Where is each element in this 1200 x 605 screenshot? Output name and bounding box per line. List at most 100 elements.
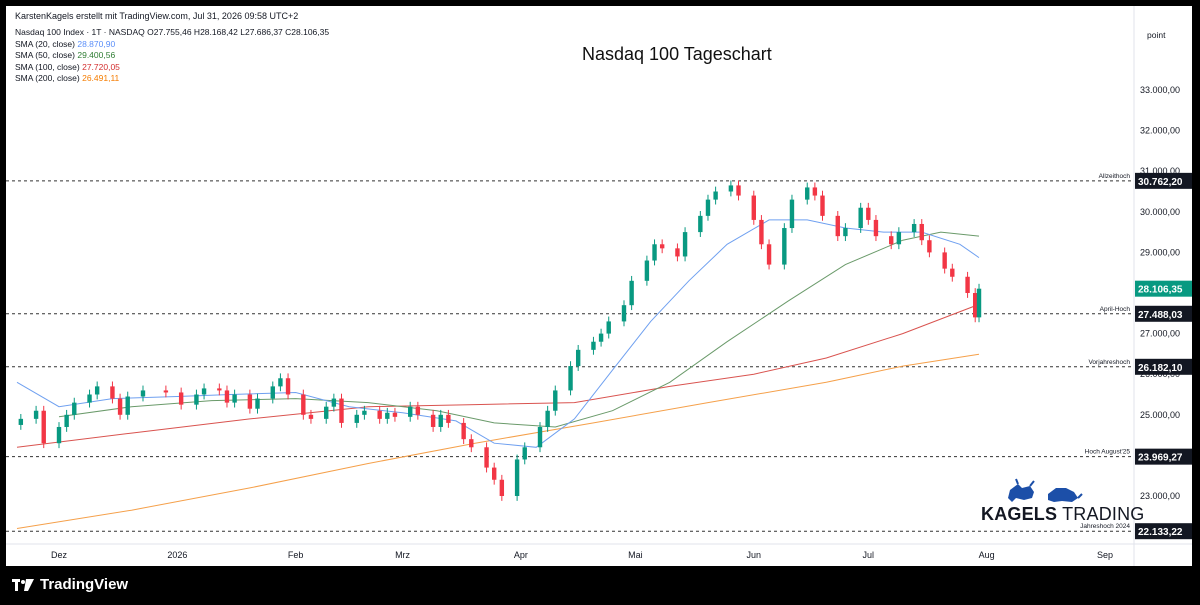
x-tick-label: Jun [747,550,762,560]
candle-body [87,394,92,403]
candle-body [621,305,627,322]
x-tick-label: Feb [288,550,304,560]
legend-row[interactable]: SMA (100, close) 27.720,05 [15,62,329,74]
legend-value: 26.491,11 [82,73,120,83]
candle-body [484,447,489,468]
candle-body [270,386,275,399]
x-tick-label: Dez [51,550,68,560]
candle-body [789,199,795,229]
chart-title: Nasdaq 100 Tageschart [582,44,772,64]
candle-body [415,406,421,415]
candle-body [178,392,184,405]
candle-body [545,410,550,427]
candle-body [362,410,367,415]
x-tick-label: Apr [514,550,528,560]
legend-label: Nasdaq 100 Index · 1T · NASDAQ [15,27,148,37]
tradingview-wordmark: TradingView [40,576,129,593]
bull-bear-logo-icon [1008,478,1083,502]
candle-body [568,366,573,391]
candle-body [606,321,611,334]
candle-body [598,333,604,342]
level-price-tag [1135,448,1192,465]
candle-body [522,447,527,460]
candle-body [140,390,146,397]
candle-body [285,378,291,395]
legend-label: SMA (100, close) [15,61,83,72]
candle-body [110,386,115,399]
legend-value: O27.755,46 H28.168,42 L27.686,37 C28.106… [147,27,330,37]
candle-body [514,459,520,496]
candle-body [728,185,734,192]
candle-body [385,412,390,419]
candle-body [698,215,703,233]
indicator-legend[interactable]: Nasdaq 100 Index · 1T · NASDAQ O27.755,4… [15,27,329,85]
chart-panel[interactable]: 23.000,0025.000,0026.000,0027.000,0029.0… [6,6,1192,566]
x-tick-label: Mrz [395,550,410,560]
candle-body [675,248,680,257]
candle-body [194,394,199,405]
candle-body [324,406,329,419]
candle-body [766,244,772,265]
legend-row[interactable]: Nasdaq 100 Index · 1T · NASDAQ O27.755,4… [15,27,329,39]
candle-body [575,349,581,367]
candle-body [163,390,169,393]
tradingview-footer[interactable]: TradingView [12,576,128,593]
candle-body [896,232,902,245]
candle-body [499,479,505,496]
candle-body [224,390,230,403]
x-tick-label: Aug [979,550,995,560]
candle-body [392,412,398,417]
x-tick-label: Sep [1097,550,1113,560]
candle-body [835,215,840,237]
candle-body [652,244,657,261]
candle-body [339,398,344,423]
sma20-line [16,219,980,448]
candle-body [446,414,451,423]
legend-label: SMA (20, close) [15,38,78,49]
sma200-line [16,353,980,529]
candle-body [491,467,497,480]
candle-body [713,191,718,200]
price-chart[interactable]: 23.000,0025.000,0026.000,0027.000,0029.0… [6,6,1192,566]
candle-body [782,228,787,265]
y-tick-label: 32.000,00 [1140,126,1180,136]
candle-body [553,390,558,411]
x-tick-label: Mai [628,550,643,560]
level-price-text: 22.133,22 [1138,527,1183,538]
candle-body [659,244,665,249]
legend-row[interactable]: SMA (50, close) 29.400,56 [15,50,329,62]
tradingview-logo-icon [12,578,34,591]
y-tick-label: 29.000,00 [1140,247,1180,257]
level-price-text: 23.969,27 [1138,453,1183,464]
x-tick-label: 2026 [167,550,187,560]
candle-body [976,288,982,318]
candle-body [94,386,100,395]
credit-line: KarstenKagels erstellt mit TradingView.c… [15,11,299,21]
candle-body [41,410,46,444]
level-price-tag [1135,305,1192,322]
legend-value: 28.870,90 [77,38,116,49]
candle-body [301,394,306,415]
candle-body [812,187,818,196]
candle-body [919,223,924,241]
candle-body [911,223,917,233]
level-price-text: 26.182,10 [1138,363,1183,374]
legend-label: SMA (50, close) [15,50,78,60]
y-tick-label: 31.000,00 [1140,166,1180,176]
legend-row[interactable]: SMA (200, close) 26.491,11 [15,73,329,85]
legend-value: 29.400,56 [77,50,116,60]
candle-body [64,414,69,427]
candle-body [950,268,955,277]
candle-body [33,410,39,419]
y-tick-label: 33.000,00 [1140,85,1180,95]
candle-body [858,207,863,229]
last-price-text: 28.106,35 [1138,285,1183,296]
candle-body [537,426,543,448]
candle-body [843,228,848,237]
sma50-line [58,231,980,428]
brand-light: TRADING [1062,504,1145,524]
legend-row[interactable]: SMA (20, close) 28.870,90 [15,39,329,51]
candle-body [820,195,825,216]
candle-body [408,406,413,417]
level-price-tag [1135,172,1192,189]
